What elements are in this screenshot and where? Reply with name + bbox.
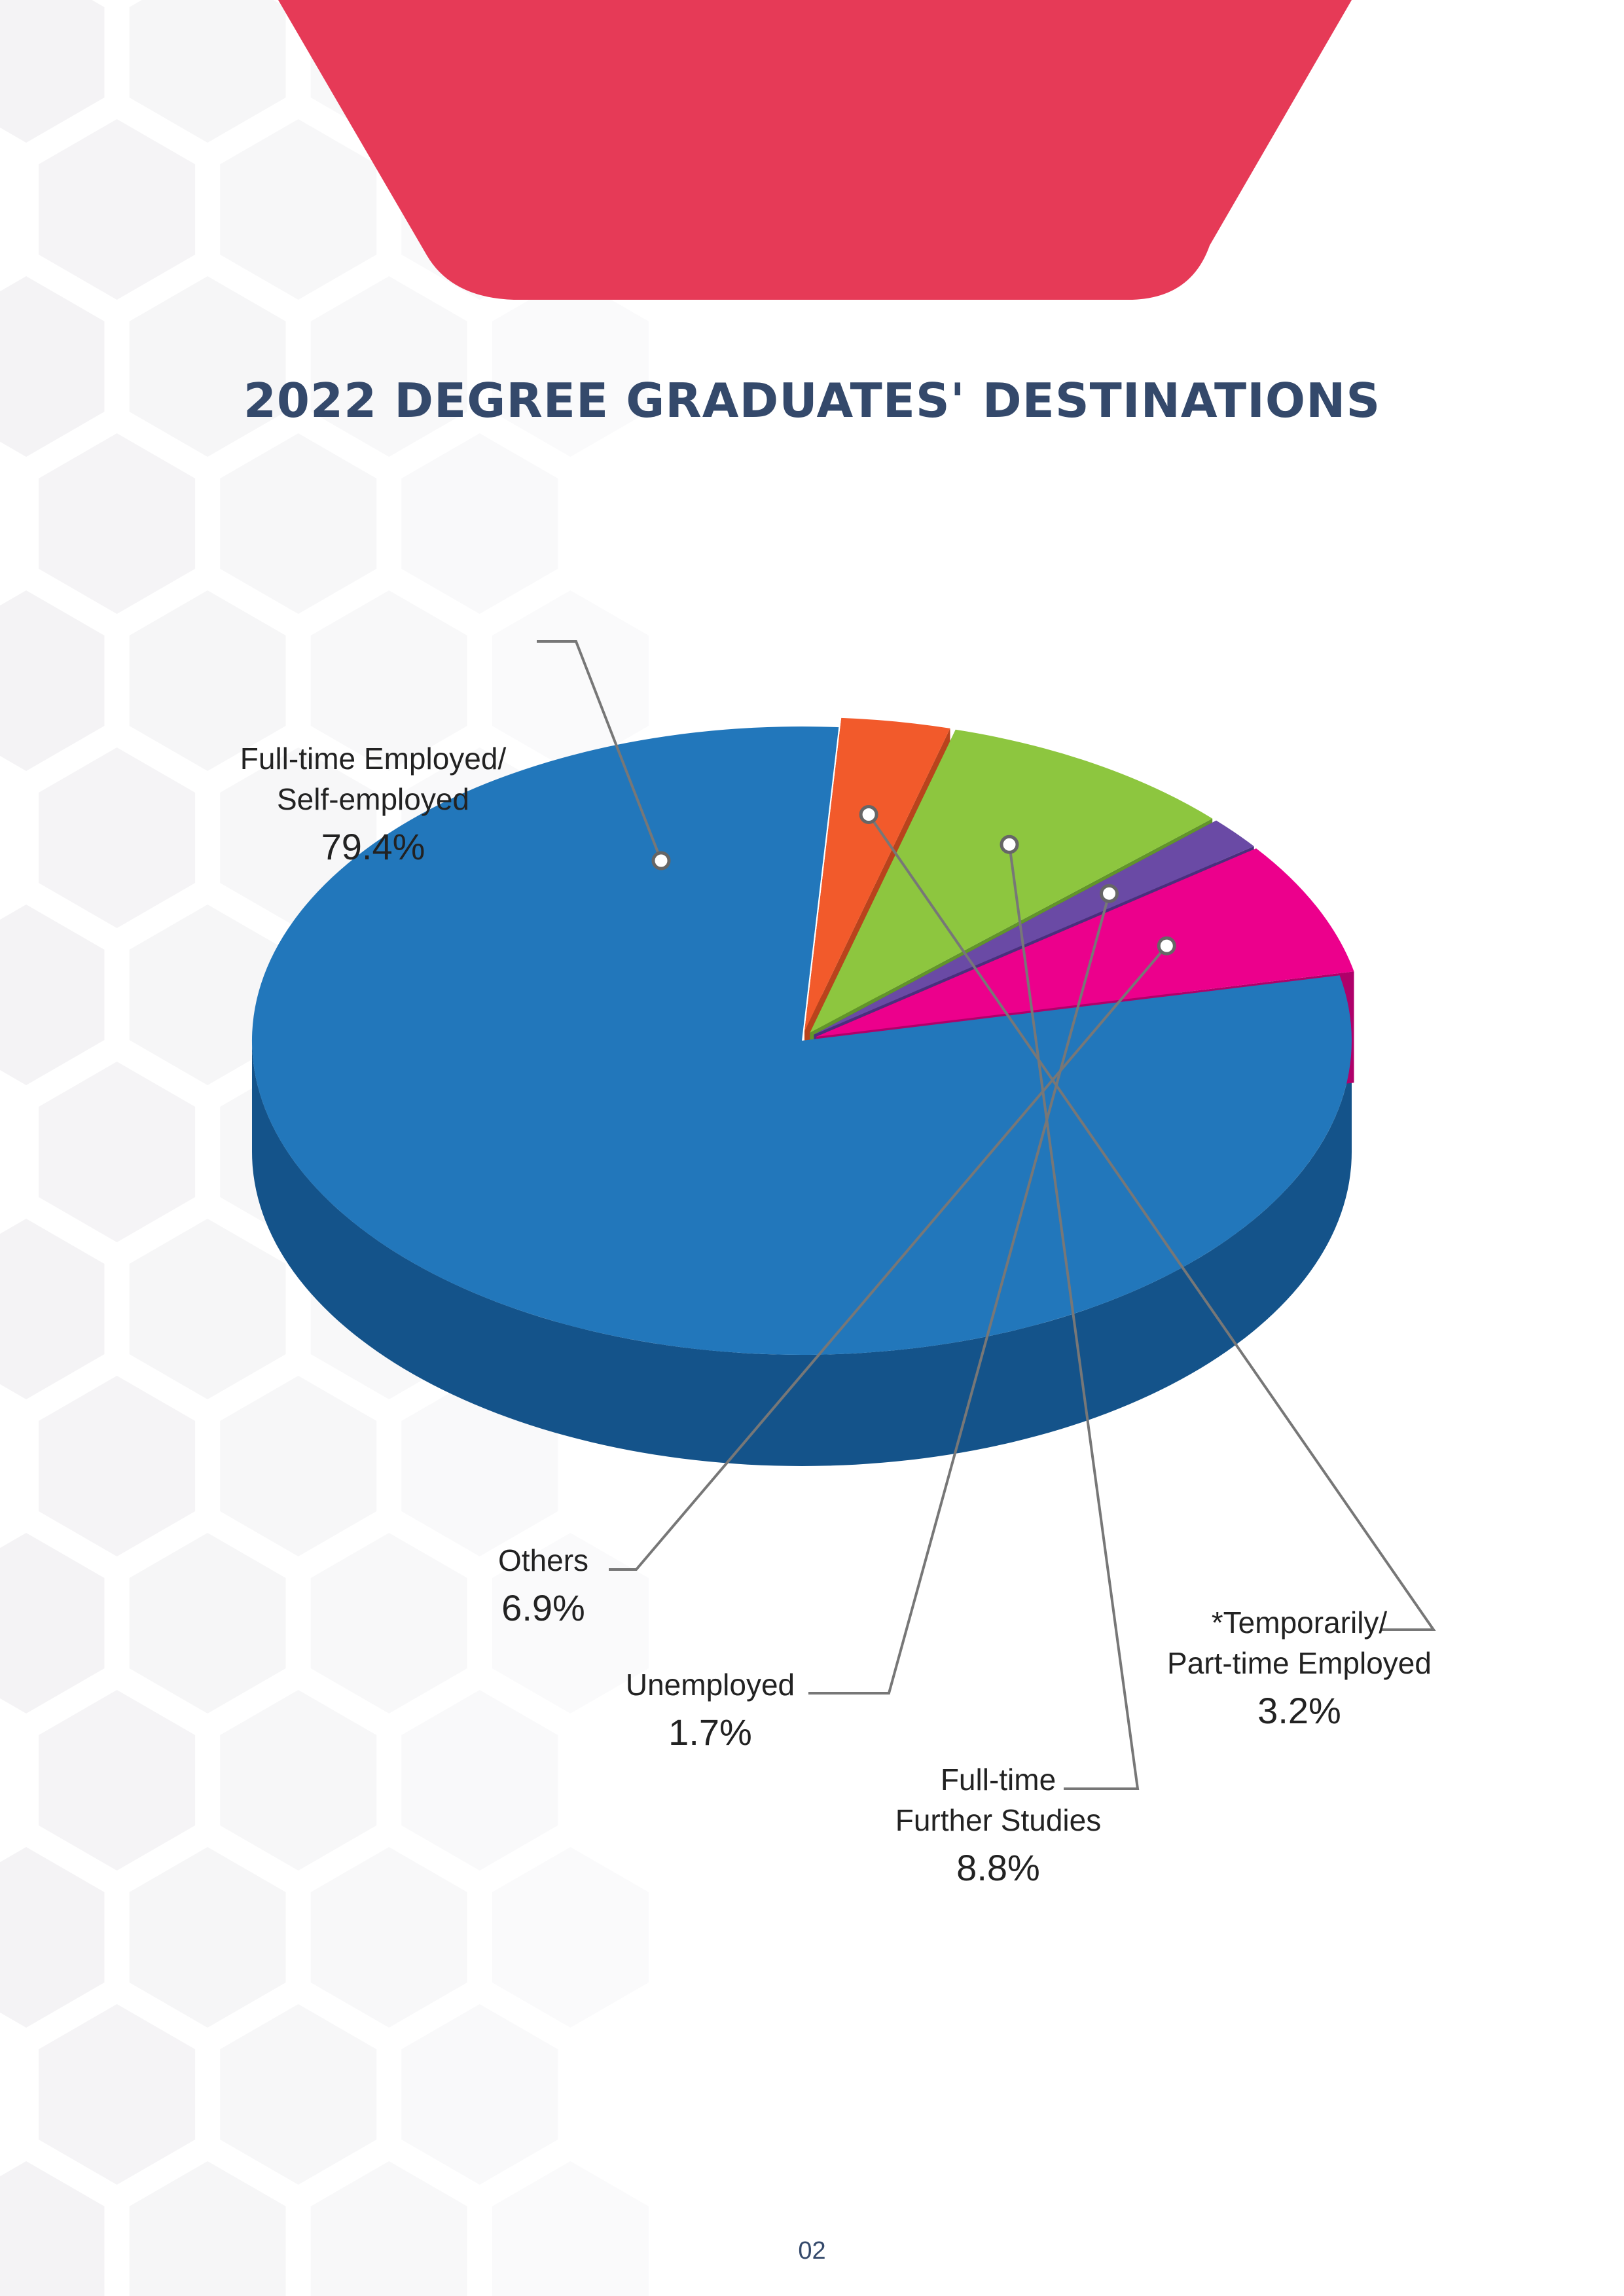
slice-value-label: 8.8% [956, 1847, 1040, 1888]
hexagon-shape [129, 1219, 286, 1399]
hexagon-shape [129, 1847, 286, 2028]
pie-slice [804, 717, 950, 1031]
pie-chart: Full-time Employed/Self-employed 79.4% *Te… [240, 640, 1436, 1888]
pie-slice [810, 729, 1213, 1033]
leader-dot [1157, 936, 1176, 956]
hexagon-shape [401, 433, 558, 614]
hexagon-shape [220, 2004, 377, 2185]
hexagon-shape [129, 1533, 286, 1713]
leader-dot [1000, 834, 1019, 854]
leader-line [537, 640, 662, 861]
hexagon-shape [310, 1847, 467, 2028]
hexagon-shape [310, 590, 467, 771]
pie-slice [814, 820, 1254, 1035]
banner-shape [278, 0, 1352, 300]
hexagon-shape [220, 1690, 377, 1871]
slice-value-label: 3.2% [1257, 1690, 1341, 1731]
slice-value-label: 1.7% [668, 1712, 752, 1753]
hexagon-shape [0, 276, 105, 457]
hexagon-shape [39, 1690, 196, 1871]
leader-line [1008, 844, 1140, 1790]
hexagon-shape [310, 276, 467, 457]
hexagon-shape [220, 119, 377, 300]
pie-slice-side [252, 1041, 1352, 1466]
pie-labels: Full-time Employed/Self-employed 79.4% *Te… [240, 742, 1432, 1888]
hexagon-shape [129, 276, 286, 457]
hexagon-shape [220, 433, 377, 614]
hexagon-shape [0, 1847, 105, 2028]
slice-label: Unemployed [626, 1668, 795, 1702]
slice-label: Full-time [941, 1763, 1056, 1797]
pie-slice [251, 726, 1352, 1355]
leader-dot [1100, 884, 1119, 903]
hexagon-shape [0, 1533, 105, 1713]
hexagon-shape [0, 1219, 105, 1399]
hexagon-shape [310, 1533, 467, 1713]
hexagon-shape [401, 1690, 558, 1871]
slice-value-label: 79.4% [321, 826, 425, 867]
hexagon-shape [129, 0, 286, 143]
hexagon-shape [39, 1376, 196, 1556]
slice-label: Full-time Employed/ [240, 742, 507, 776]
hexagon-shape [0, 590, 105, 771]
hexagon-shape [39, 1062, 196, 1242]
hexagon-shape [220, 1376, 377, 1556]
hexagon-shape [129, 2161, 286, 2296]
hexagon-shape [492, 1533, 649, 1713]
hexagon-shape [39, 2004, 196, 2185]
slice-label: Part-time Employed [1167, 1646, 1432, 1680]
leader-line [609, 944, 1168, 1571]
slice-label: *Temporarily/ [1212, 1605, 1388, 1640]
leader-dot [859, 805, 878, 824]
top-banner [278, 0, 1352, 300]
hexagon-shape [401, 2004, 558, 2185]
hexagon-shape [39, 119, 196, 300]
hexagon-shape [0, 905, 105, 1085]
slice-label: Others [498, 1543, 588, 1577]
hexagon-shape [39, 433, 196, 614]
page-number: 02 [798, 2237, 826, 2265]
hexagon-shape [492, 2161, 649, 2296]
pie-slice [816, 848, 1354, 1037]
pie-leader-lines [537, 640, 1436, 1790]
leader-line [808, 893, 1111, 1695]
hexagon-shape [492, 276, 649, 457]
slice-value-label: 6.9% [501, 1587, 585, 1628]
slice-label: Further Studies [895, 1803, 1101, 1837]
hexagon-shape [310, 2161, 467, 2296]
slice-label: Self-employed [277, 782, 469, 816]
hexagon-shape [129, 905, 286, 1085]
page-title: 2022 DEGREE GRADUATES' DESTINATIONS [243, 373, 1381, 428]
pie-tops [251, 717, 1354, 1355]
hexagon-shape [0, 0, 105, 143]
hexagon-shape [129, 590, 286, 771]
hexagon-shape [492, 1847, 649, 2028]
leader-dot [651, 851, 671, 870]
hexagon-shape [0, 2161, 105, 2296]
hexagon-shape [39, 747, 196, 928]
